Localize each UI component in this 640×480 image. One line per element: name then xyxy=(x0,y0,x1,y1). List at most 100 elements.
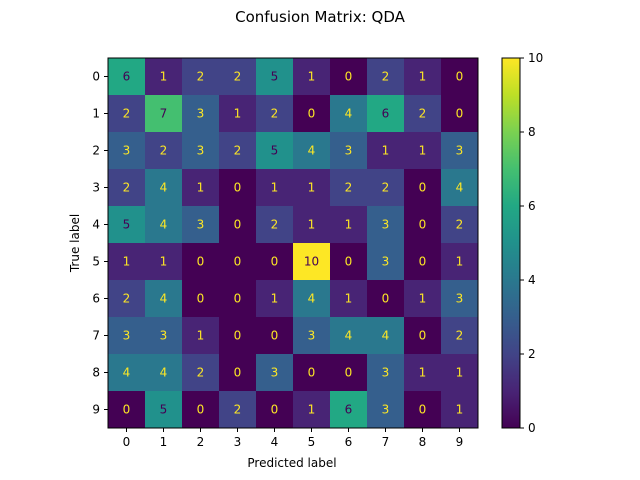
cell-value-label: 1 xyxy=(308,403,316,417)
heatmap-cell xyxy=(108,391,146,429)
colorbar-tick-label: 0 xyxy=(528,421,536,435)
heatmap-cell xyxy=(293,280,331,318)
heatmap-cell xyxy=(330,280,368,318)
cell-value-label: 0 xyxy=(234,218,242,232)
cell-value-label: 0 xyxy=(345,255,353,269)
cell-value-label: 2 xyxy=(456,329,464,343)
heatmap-cell xyxy=(256,391,294,429)
heatmap-cell xyxy=(441,280,479,318)
cell-value-label: 1 xyxy=(234,107,242,121)
heatmap-cell xyxy=(441,132,479,170)
cell-value-label: 0 xyxy=(197,255,205,269)
cell-value-label: 3 xyxy=(308,329,316,343)
y-tick-label: 0 xyxy=(92,70,100,84)
heatmap-cell xyxy=(108,132,146,170)
heatmap-cell xyxy=(293,95,331,133)
y-tick-label: 6 xyxy=(92,292,100,306)
cell-value-label: 1 xyxy=(123,255,131,269)
cell-value-label: 2 xyxy=(234,144,242,158)
cell-value-label: 3 xyxy=(197,218,205,232)
cell-value-label: 4 xyxy=(345,329,353,343)
heatmap-cell xyxy=(182,280,220,318)
heatmap-cell xyxy=(182,95,220,133)
cell-value-label: 1 xyxy=(419,144,427,158)
heatmap-cell xyxy=(182,243,220,281)
y-tick-label: 8 xyxy=(92,366,100,380)
cell-value-label: 2 xyxy=(123,107,131,121)
heatmap-cell xyxy=(256,317,294,355)
cell-value-label: 2 xyxy=(419,107,427,121)
cell-value-label: 10 xyxy=(304,255,319,269)
heatmap-cell xyxy=(367,169,405,207)
x-tick-label: 5 xyxy=(308,435,316,449)
heatmap-cell xyxy=(145,317,183,355)
cell-value-label: 0 xyxy=(419,218,427,232)
cell-value-label: 0 xyxy=(271,329,279,343)
cell-value-label: 1 xyxy=(419,70,427,84)
chart-title: Confusion Matrix: QDA xyxy=(235,8,406,26)
heatmap-cell xyxy=(293,243,331,281)
heatmap-cell xyxy=(182,391,220,429)
cell-value-label: 3 xyxy=(160,329,168,343)
colorbar-tick-label: 8 xyxy=(528,125,536,139)
cell-value-label: 0 xyxy=(234,366,242,380)
heatmap-cell xyxy=(108,243,146,281)
heatmap-cell xyxy=(441,58,479,96)
cell-value-label: 5 xyxy=(271,70,279,84)
cell-value-label: 1 xyxy=(345,218,353,232)
heatmap-cell xyxy=(367,132,405,170)
heatmap-cell xyxy=(367,280,405,318)
cell-value-label: 5 xyxy=(271,144,279,158)
cell-value-label: 2 xyxy=(271,218,279,232)
cell-value-label: 6 xyxy=(345,403,353,417)
cell-value-label: 3 xyxy=(197,107,205,121)
cell-value-label: 1 xyxy=(456,403,464,417)
cell-value-label: 2 xyxy=(123,292,131,306)
cell-value-label: 6 xyxy=(382,107,390,121)
heatmap-cells xyxy=(108,58,479,429)
heatmap-cell xyxy=(404,280,442,318)
heatmap-cell xyxy=(293,206,331,244)
heatmap-cell xyxy=(182,132,220,170)
y-tick-label: 5 xyxy=(92,255,100,269)
heatmap-cell xyxy=(108,169,146,207)
cell-value-label: 5 xyxy=(123,218,131,232)
cell-value-label: 0 xyxy=(271,403,279,417)
heatmap-cell xyxy=(293,354,331,392)
cell-value-label: 4 xyxy=(160,218,168,232)
heatmap-cell xyxy=(293,391,331,429)
heatmap-cell xyxy=(145,280,183,318)
cell-value-label: 0 xyxy=(419,403,427,417)
heatmap-cell xyxy=(293,169,331,207)
x-tick-label: 7 xyxy=(382,435,390,449)
heatmap-cell xyxy=(441,317,479,355)
heatmap-cell xyxy=(330,243,368,281)
axes-frame xyxy=(107,57,479,429)
heatmap-cell xyxy=(256,58,294,96)
cell-value-label: 3 xyxy=(197,144,205,158)
y-tick-label: 3 xyxy=(92,181,100,195)
cell-value-label: 3 xyxy=(382,403,390,417)
heatmap-cell xyxy=(441,243,479,281)
cell-value-label: 0 xyxy=(419,255,427,269)
heatmap-cell xyxy=(330,169,368,207)
heatmap-cell xyxy=(441,206,479,244)
cell-value-label: 1 xyxy=(160,255,168,269)
cell-value-label: 2 xyxy=(456,218,464,232)
cell-value-label: 1 xyxy=(160,70,168,84)
colorbar xyxy=(501,57,521,429)
heatmap-cell xyxy=(367,391,405,429)
heatmap-cell xyxy=(219,280,257,318)
heatmap-cell xyxy=(108,280,146,318)
cell-value-label: 1 xyxy=(419,292,427,306)
cell-value-label: 3 xyxy=(456,292,464,306)
cell-value-label: 0 xyxy=(197,292,205,306)
x-tick-label: 8 xyxy=(419,435,427,449)
cell-value-label: 4 xyxy=(160,292,168,306)
cell-value-label: 3 xyxy=(382,366,390,380)
cell-value-label: 1 xyxy=(419,366,427,380)
heatmap-cell xyxy=(367,206,405,244)
cell-value-label: 0 xyxy=(271,255,279,269)
